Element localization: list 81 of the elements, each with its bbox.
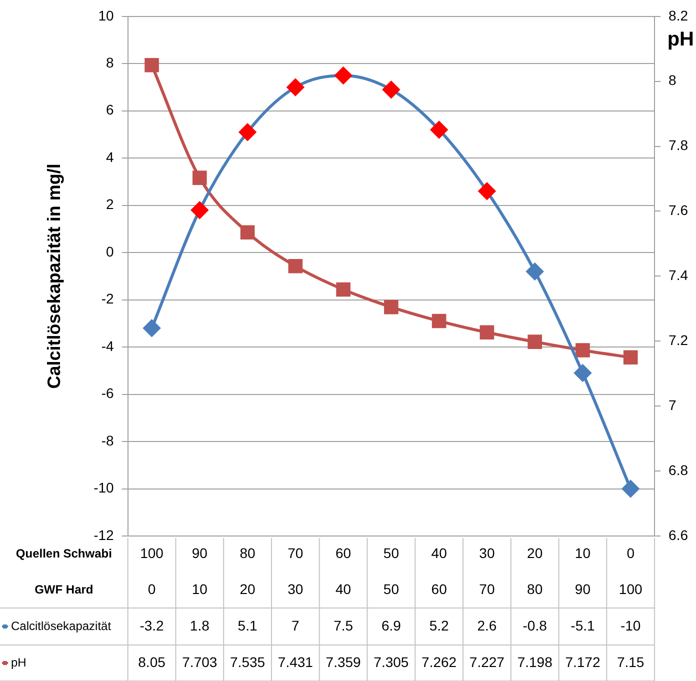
y-tick-label: -2 [101, 290, 114, 307]
data-label: 7.5 [334, 617, 354, 634]
y-tick-label: -12 [94, 526, 114, 543]
data-label: 7.359 [326, 654, 362, 670]
category-label: 70 30 [288, 544, 304, 597]
point [191, 202, 208, 219]
point [143, 320, 160, 337]
y-tick-label: -6 [101, 385, 114, 402]
point [526, 262, 544, 280]
y-tick-label: -10 [94, 480, 114, 496]
y-tick-label: 10 [98, 7, 114, 24]
point [286, 78, 304, 96]
y-tick-label: 4 [106, 148, 114, 165]
y2-tick-label: 7.6 [668, 202, 688, 218]
data-label: 5.2 [429, 617, 450, 634]
y-tick-label: 8 [106, 54, 114, 70]
y-tick-label: 2 [106, 196, 114, 212]
y2-tick-label: 7.2 [668, 332, 688, 348]
point [336, 282, 350, 297]
data-label: -3.2 [140, 617, 164, 634]
point [144, 58, 159, 72]
legend-label: pH [11, 655, 26, 670]
point [480, 325, 494, 340]
y2-tick-label: 8 [668, 72, 677, 88]
category-label: 20 80 [527, 544, 543, 597]
data-label: 7.703 [182, 654, 218, 670]
y-tick-label: -8 [101, 432, 114, 448]
data-label: 7.227 [469, 654, 505, 670]
legend-label: Calcitlösekapazität [11, 618, 112, 633]
point [192, 170, 207, 185]
text: Quellen Schwabi GWF Hard [16, 546, 112, 596]
category-label: 40 60 [431, 544, 447, 597]
point [288, 258, 303, 274]
data-label: -5.1 [570, 617, 595, 634]
data-label: 8.05 [138, 654, 166, 670]
data-label: 7.172 [565, 654, 600, 670]
category-label: 90 10 [192, 544, 208, 597]
data-label: 1.8 [190, 617, 210, 634]
y2-tick-label: 7.4 [668, 267, 688, 284]
y2-tick-label: 6.8 [668, 462, 688, 478]
y2-axis-title: pH [667, 28, 694, 51]
y2-tick-label: 8.2 [668, 7, 688, 24]
category-label: 0 100 [618, 544, 642, 597]
data-label: 7.262 [422, 654, 457, 670]
category-label: 50 50 [383, 544, 399, 597]
point [622, 480, 640, 498]
y2-tick-label: 6.6 [668, 526, 688, 543]
y-axis-title: Calcitlösekapazität in mg/l [44, 164, 64, 389]
data-label: 2.6 [477, 617, 497, 634]
point [239, 124, 256, 141]
category-label: 30 70 [479, 544, 495, 597]
point [576, 343, 590, 358]
point [528, 334, 542, 349]
category-label: 60 40 [336, 544, 352, 597]
data-label: -10 [620, 617, 641, 634]
point [478, 182, 496, 200]
data-label: 7.198 [517, 654, 553, 670]
data-label: 7.431 [278, 654, 314, 670]
point [432, 314, 446, 328]
y2-tick-label: 7 [668, 396, 677, 413]
category-label: 100 0 [140, 544, 164, 597]
category-label: 80 20 [240, 544, 256, 597]
point [240, 225, 255, 240]
point [382, 81, 400, 98]
point [384, 300, 398, 314]
data-label: -0.8 [522, 617, 548, 634]
data-label: 7.305 [374, 654, 409, 670]
point [334, 66, 352, 84]
y-tick-label: -4 [101, 338, 114, 354]
data-label: 5.1 [238, 617, 258, 634]
y-tick-label: 0 [106, 243, 114, 260]
point [623, 350, 638, 365]
data-label: 7 [292, 617, 300, 634]
data-label: 7.535 [230, 654, 266, 670]
point [430, 121, 448, 138]
y2-tick-label: 7.8 [668, 137, 688, 154]
data-label: 6.9 [381, 617, 402, 634]
category-label: 10 90 [574, 544, 591, 597]
point [574, 364, 592, 382]
data-label: 7.15 [616, 654, 644, 670]
y-tick-label: 6 [106, 102, 114, 118]
